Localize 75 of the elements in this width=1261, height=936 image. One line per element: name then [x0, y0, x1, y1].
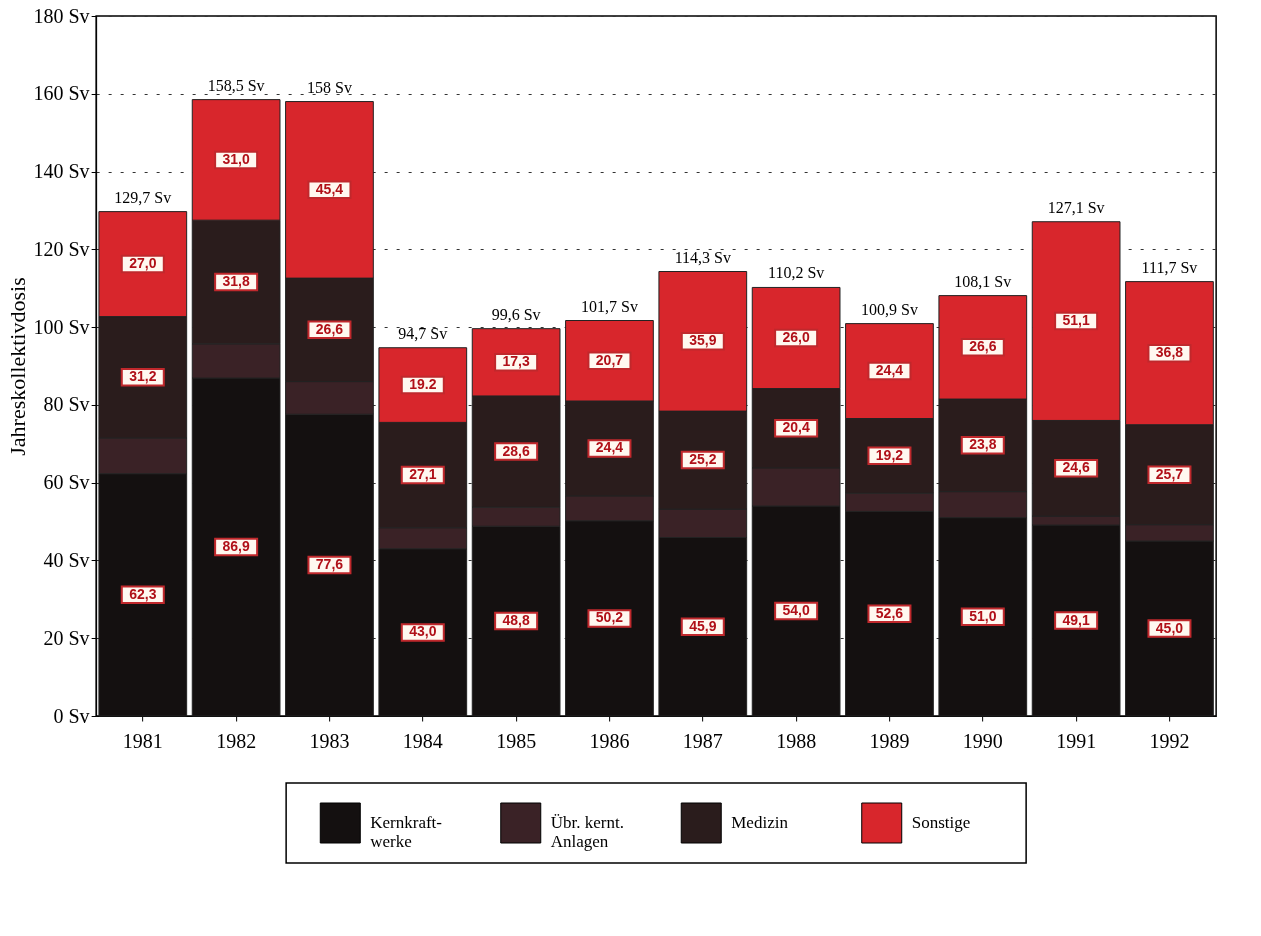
- data-label: 36,8: [1155, 344, 1184, 361]
- legend-label: Kernkraft- werke: [370, 813, 443, 851]
- data-label: 86,9: [222, 538, 250, 555]
- data-label: 19,2: [875, 446, 904, 463]
- total-label: 111,7 Sv: [1141, 258, 1198, 276]
- total-label: 94,7 Sv: [398, 324, 448, 342]
- x-tick-label: 1987: [682, 729, 723, 752]
- data-label: 20,7: [595, 351, 624, 368]
- data-label: 52,6: [875, 604, 904, 621]
- x-tick-label: 1991: [1056, 729, 1097, 752]
- data-label: 24,6: [1062, 459, 1090, 476]
- y-tick-label: 60 Sv: [43, 471, 90, 494]
- total-label: 101,7 Sv: [581, 297, 638, 315]
- data-label: 26,0: [782, 329, 810, 345]
- data-label: 23,8: [969, 436, 997, 453]
- data-label: 25,2: [689, 451, 717, 468]
- y-tick-label: 100 Sv: [33, 315, 90, 338]
- total-label: 99,6 Sv: [491, 305, 541, 323]
- data-label: 43,0: [409, 623, 437, 640]
- total-label: 108,1 Sv: [954, 272, 1012, 290]
- y-tick-label: 120 Sv: [33, 237, 90, 260]
- data-label: 45,9: [689, 617, 717, 634]
- x-tick-label: 1984: [402, 729, 443, 752]
- data-label: 27,0: [129, 255, 157, 272]
- data-label: 17,3: [502, 353, 530, 370]
- data-label: 31,0: [222, 150, 250, 167]
- data-label: 19.2: [409, 376, 437, 393]
- data-label: 35,9: [689, 332, 717, 349]
- y-tick-label: 140 Sv: [33, 160, 90, 183]
- data-label: 54,0: [782, 602, 810, 618]
- data-label: 50,2: [595, 609, 624, 626]
- data-label: 26,6: [969, 338, 997, 355]
- data-label: 49,1: [1062, 611, 1090, 628]
- data-label: 25,7: [1155, 465, 1184, 482]
- y-tick-label: 40 Sv: [43, 548, 90, 571]
- data-label: 48,8: [502, 612, 530, 629]
- data-label: 27,1: [409, 466, 437, 483]
- x-tick-label: 1992: [1149, 729, 1190, 752]
- total-label: 127,1 Sv: [1047, 198, 1105, 216]
- data-label: 45,4: [315, 180, 344, 197]
- x-tick-label: 1983: [309, 729, 350, 752]
- legend-label: Übr. kernt. Anlagen: [550, 813, 624, 851]
- data-label: 26,6: [315, 320, 344, 337]
- legend-label: Sonstige: [911, 813, 971, 832]
- legend-label: Medizin: [731, 813, 789, 832]
- total-label: 110,2 Sv: [767, 264, 825, 282]
- total-label: 114,3 Sv: [674, 248, 731, 266]
- data-label: 51,1: [1062, 312, 1090, 329]
- data-label: 24,4: [875, 362, 904, 379]
- x-tick-label: 1990: [962, 729, 1003, 752]
- x-tick-label: 1982: [216, 729, 257, 752]
- y-tick-label: 20 Sv: [43, 626, 90, 649]
- data-label: 24,4: [595, 439, 624, 456]
- total-label: 129,7 Sv: [114, 188, 172, 206]
- data-label: 77,6: [315, 556, 344, 573]
- total-label: 158 Sv: [307, 78, 352, 96]
- data-label: 20,4: [782, 419, 810, 436]
- data-label: 31,2: [129, 368, 157, 385]
- data-label: 45,0: [1155, 619, 1184, 636]
- y-axis-title: Jahreskollektivdosis: [4, 277, 30, 456]
- y-tick-label: 160 Sv: [33, 82, 90, 105]
- y-tick-label: 0 Sv: [53, 704, 90, 727]
- y-tick-label: 180 Sv: [33, 4, 90, 27]
- total-label: 100,9 Sv: [861, 300, 918, 318]
- x-tick-label: 1988: [776, 729, 817, 752]
- y-tick-label: 80 Sv: [43, 393, 90, 416]
- x-tick-label: 1989: [869, 729, 910, 752]
- x-tick-label: 1986: [589, 729, 630, 752]
- x-tick-label: 1981: [122, 729, 163, 752]
- data-label: 28,6: [502, 442, 530, 459]
- data-label: 62,3: [129, 585, 157, 602]
- total-label: 158,5 Sv: [207, 76, 265, 94]
- data-label: 31,8: [222, 273, 250, 289]
- data-label: 51,0: [969, 607, 997, 624]
- x-tick-label: 1985: [496, 729, 537, 752]
